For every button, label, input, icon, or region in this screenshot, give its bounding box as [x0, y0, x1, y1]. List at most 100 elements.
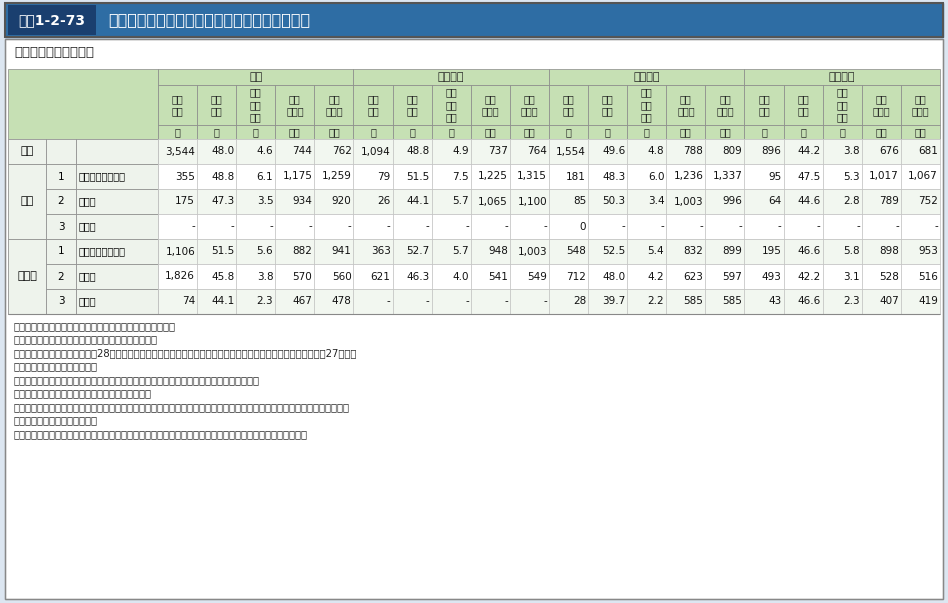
Text: の一時金を加えた金額。: の一時金を加えた金額。 [14, 362, 98, 371]
Bar [275, 85, 315, 125]
Text: 5.7: 5.7 [452, 197, 469, 206]
Text: 千円: 千円 [720, 127, 731, 137]
Text: 3: 3 [58, 297, 64, 306]
Bar [705, 239, 744, 264]
Text: 非常勤: 非常勤 [17, 271, 37, 282]
Text: -: - [738, 221, 742, 232]
Bar [354, 189, 392, 214]
Text: 549: 549 [527, 271, 547, 282]
Bar [901, 264, 940, 289]
Bar [823, 164, 862, 189]
Bar [666, 189, 705, 214]
Text: 歳: 歳 [213, 127, 220, 137]
Text: 4.6: 4.6 [257, 147, 273, 157]
Text: 46.6: 46.6 [797, 247, 821, 256]
Text: その他: その他 [79, 221, 97, 232]
Text: 「常勤」・・・・・施設で定めた勤務時間（所定労働時間）のすべてを勤務する者。: 「常勤」・・・・・施設で定めた勤務時間（所定労働時間）のすべてを勤務する者。 [14, 375, 260, 385]
Text: 42.2: 42.2 [797, 271, 821, 282]
Bar [901, 239, 940, 264]
Text: 4.9: 4.9 [452, 147, 469, 157]
Bar [510, 125, 549, 139]
Text: 953: 953 [918, 247, 938, 256]
Text: 896: 896 [762, 147, 781, 157]
Text: -: - [426, 221, 429, 232]
Text: 1,065: 1,065 [478, 197, 508, 206]
Bar [666, 289, 705, 314]
Bar [744, 85, 784, 125]
Bar [471, 264, 510, 289]
Bar [8, 189, 940, 214]
Bar [510, 214, 549, 239]
Bar [236, 164, 275, 189]
Bar [8, 139, 940, 164]
Bar [588, 139, 628, 164]
Bar [628, 85, 666, 125]
Bar [510, 289, 549, 314]
Text: 「非常勤」・・・・常勤職員以外の従事者。: 「非常勤」・・・・常勤職員以外の従事者。 [14, 388, 152, 399]
Bar [510, 139, 549, 164]
Bar [744, 289, 784, 314]
Bar [5, 3, 943, 37]
Text: 3.4: 3.4 [647, 197, 665, 206]
Text: -: - [426, 297, 429, 306]
Bar [901, 139, 940, 164]
Bar [431, 85, 471, 125]
Text: 95: 95 [768, 171, 781, 182]
Text: 千円: 千円 [523, 127, 536, 137]
Text: 585: 585 [722, 297, 742, 306]
Text: 941: 941 [332, 247, 352, 256]
Text: 年間
支給額: 年間 支給額 [520, 94, 538, 116]
Bar [275, 125, 315, 139]
Text: 363: 363 [371, 247, 391, 256]
Bar [392, 85, 431, 125]
Text: 1,094: 1,094 [361, 147, 391, 157]
Bar [549, 125, 588, 139]
Bar [158, 239, 197, 264]
Text: 年間
支給額: 年間 支給額 [912, 94, 929, 116]
Text: 集計
人数: 集計 人数 [172, 94, 183, 116]
Bar [354, 164, 392, 189]
Text: 3.5: 3.5 [257, 197, 273, 206]
Bar [744, 69, 940, 85]
Bar [471, 125, 510, 139]
Bar [275, 189, 315, 214]
Text: 平均
勤続
年数: 平均 勤続 年数 [446, 87, 457, 122]
Bar [8, 239, 46, 314]
Text: 181: 181 [566, 171, 586, 182]
Text: 175: 175 [175, 197, 195, 206]
Text: 676: 676 [879, 147, 899, 157]
Text: -: - [504, 297, 508, 306]
Bar [354, 239, 392, 264]
Text: 年間
勤務量: 年間 勤務量 [872, 94, 890, 116]
Text: 809: 809 [722, 147, 742, 157]
Bar [901, 85, 940, 125]
Bar [354, 289, 392, 314]
Text: 47.3: 47.3 [211, 197, 234, 206]
Bar [431, 214, 471, 239]
Text: 48.3: 48.3 [602, 171, 625, 182]
Bar [784, 85, 823, 125]
Bar [392, 139, 431, 164]
Bar [744, 214, 784, 239]
Text: 74: 74 [182, 297, 195, 306]
Bar [705, 189, 744, 214]
Bar [197, 264, 236, 289]
Bar [784, 189, 823, 214]
Bar [628, 214, 666, 239]
Text: 2.3: 2.3 [843, 297, 860, 306]
Text: 平均
勤続
年数: 平均 勤続 年数 [641, 87, 652, 122]
Text: 歳: 歳 [410, 127, 415, 137]
Text: 年: 年 [253, 127, 259, 137]
Bar [236, 264, 275, 289]
Bar [392, 189, 431, 214]
Bar [431, 125, 471, 139]
Bar [275, 239, 315, 264]
Bar [666, 85, 705, 125]
Text: 48.0: 48.0 [211, 147, 234, 157]
Bar [8, 5, 96, 35]
Bar [744, 125, 784, 139]
Text: 6.1: 6.1 [257, 171, 273, 182]
Text: 407: 407 [879, 297, 899, 306]
Bar [197, 164, 236, 189]
Bar [431, 239, 471, 264]
